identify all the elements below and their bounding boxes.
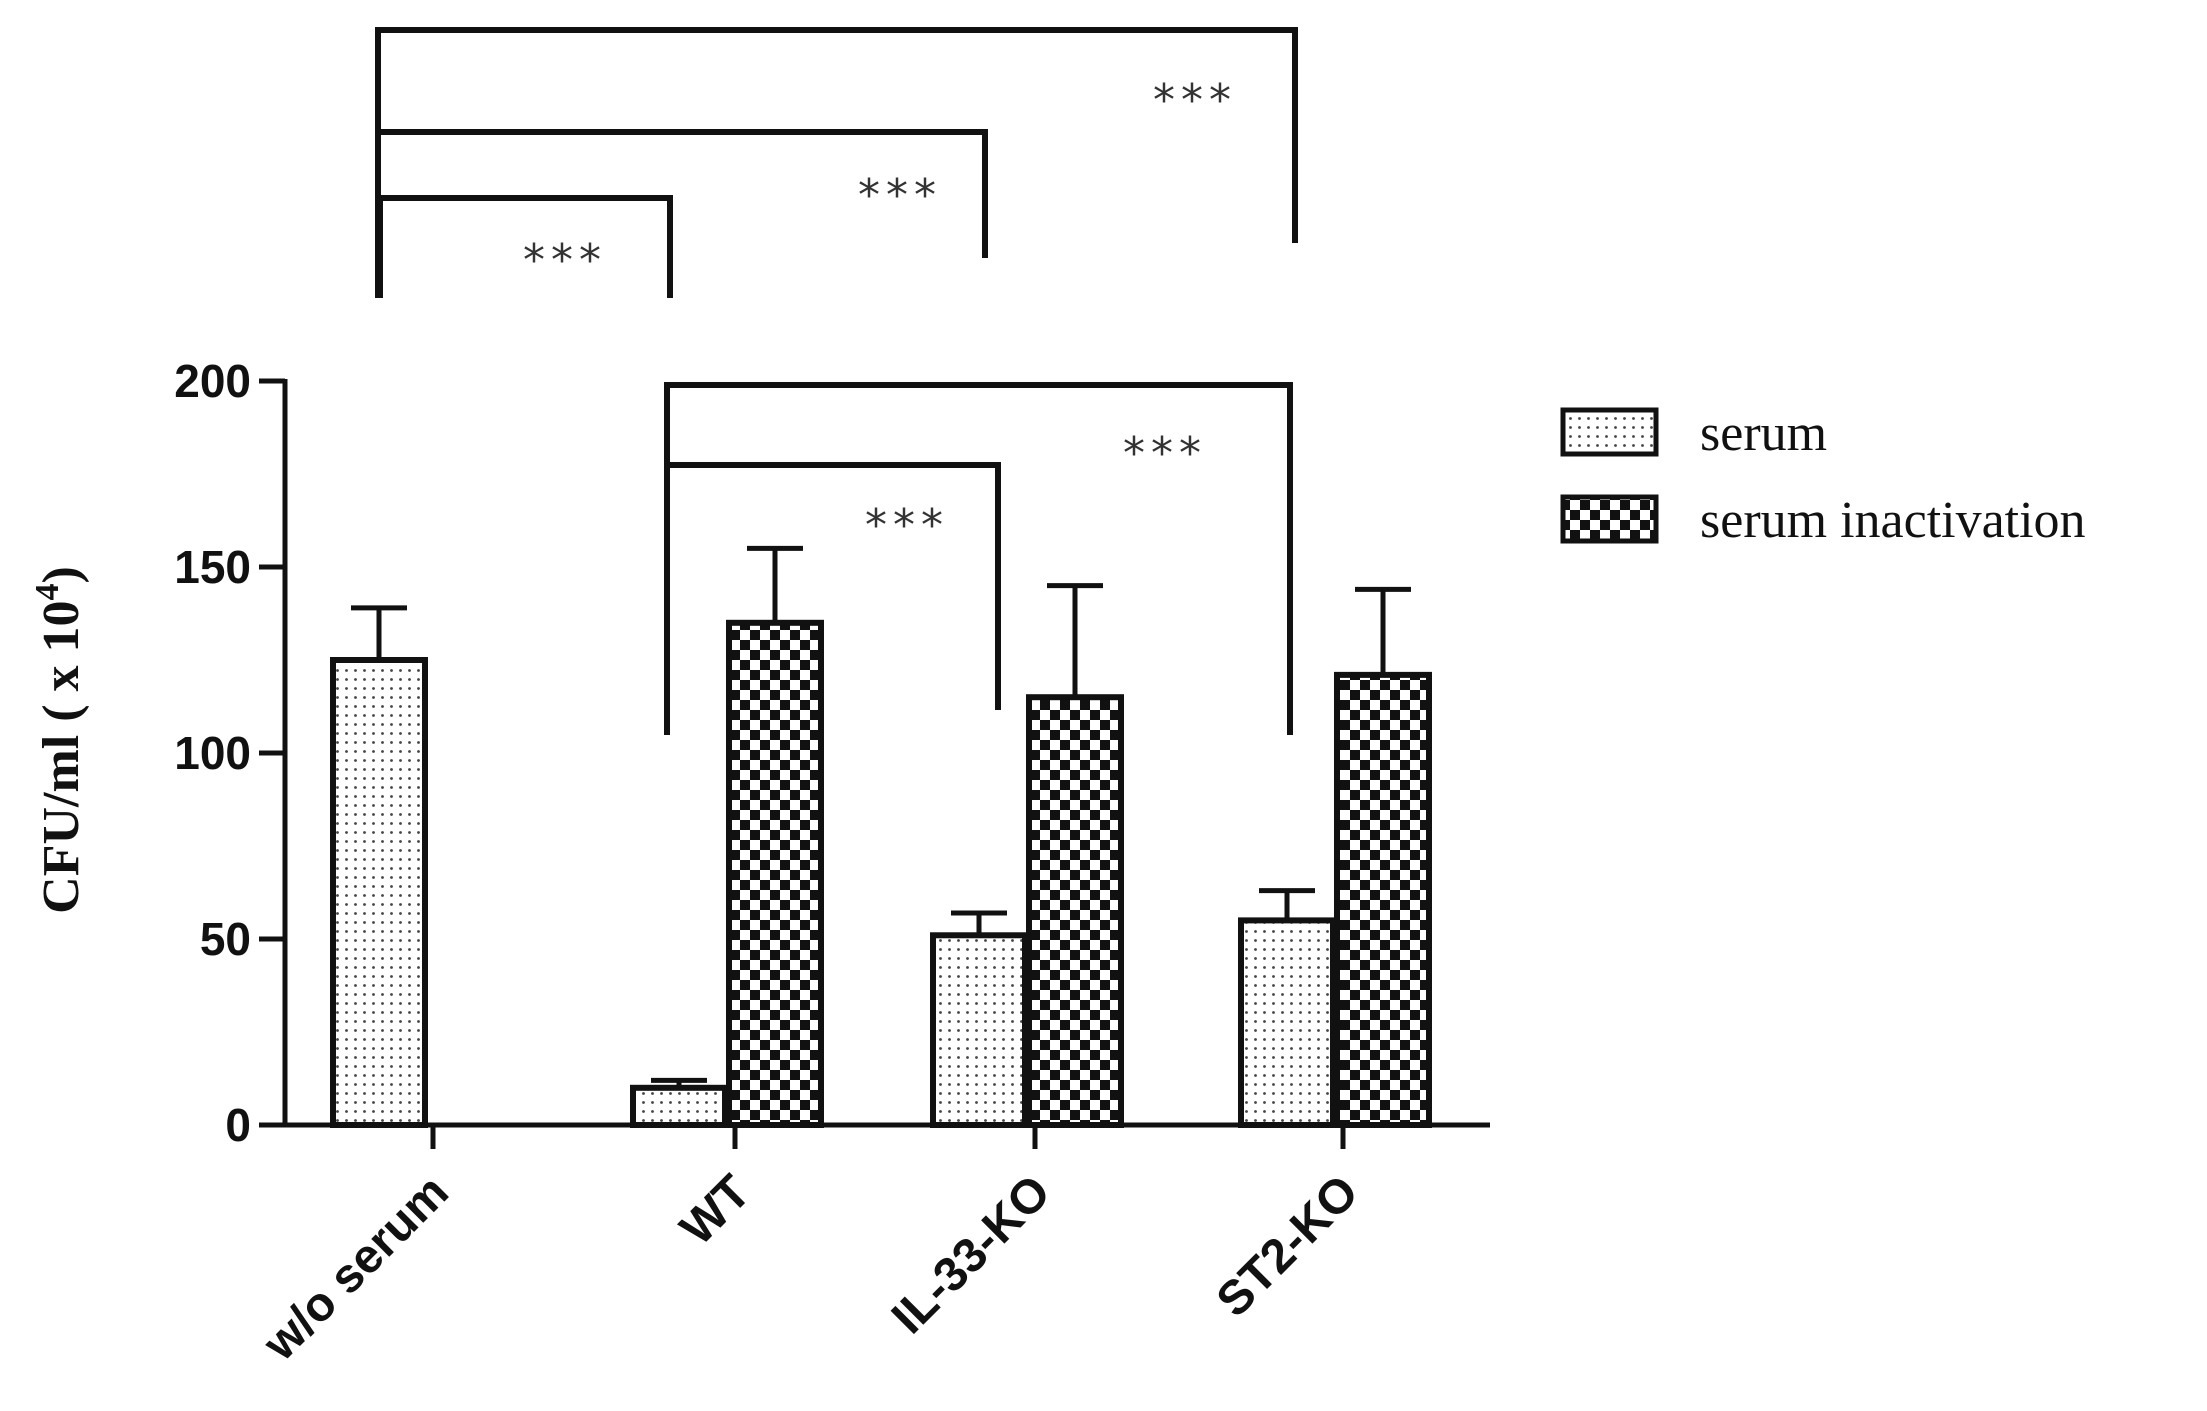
y-axis-label-exponent: 4 <box>29 583 66 600</box>
significance-label: *** <box>523 235 607 286</box>
bar-serum-IL-33-KO <box>930 932 1028 1129</box>
bar-serum-inactivation-IL-33-KO <box>1026 694 1124 1128</box>
significance-label: *** <box>858 170 942 221</box>
y-tick-label: 200 <box>174 355 251 407</box>
y-tick-label: 150 <box>174 541 251 593</box>
bar-serum-WT <box>630 1084 728 1129</box>
legend-swatch-serum-inactivation <box>1560 494 1659 544</box>
x-tick-label: WT <box>671 1165 761 1255</box>
legend-swatch-serum <box>1560 407 1659 457</box>
significance-label: *** <box>1123 428 1207 479</box>
y-axis-label-main: CFU/ml ( x 10 <box>33 600 90 913</box>
bar-serum-inactivation-ST2-KO <box>1334 671 1432 1128</box>
significance-label: *** <box>865 500 949 551</box>
significance-label: *** <box>1153 75 1237 126</box>
y-tick-label: 100 <box>174 727 251 779</box>
legend: serum serum inactivation <box>1560 405 2086 549</box>
bar-serum-ST2-KO <box>1238 917 1336 1129</box>
legend-label-serum-inactivation: serum inactivation <box>1700 492 2086 549</box>
x-tick-label: ST2-KO <box>1207 1165 1369 1327</box>
y-tick-label: 50 <box>200 913 251 965</box>
y-axis-label: CFU/ml ( x 104) <box>29 566 90 914</box>
y-tick-label: 0 <box>225 1099 251 1151</box>
y-axis-label-close: ) <box>33 566 90 583</box>
significance-brackets: *** *** *** *** *** <box>375 27 1298 735</box>
x-tick-label: w/o serum <box>253 1165 459 1371</box>
bars <box>330 545 1432 1129</box>
significance-bracket <box>664 382 1293 735</box>
bar-serum-w-o-serum <box>330 657 428 1128</box>
significance-bracket <box>375 27 1298 298</box>
bar-serum-inactivation-WT <box>726 619 824 1128</box>
legend-label-serum: serum <box>1700 405 1827 462</box>
x-tick-label: IL-33-KO <box>882 1165 1061 1344</box>
